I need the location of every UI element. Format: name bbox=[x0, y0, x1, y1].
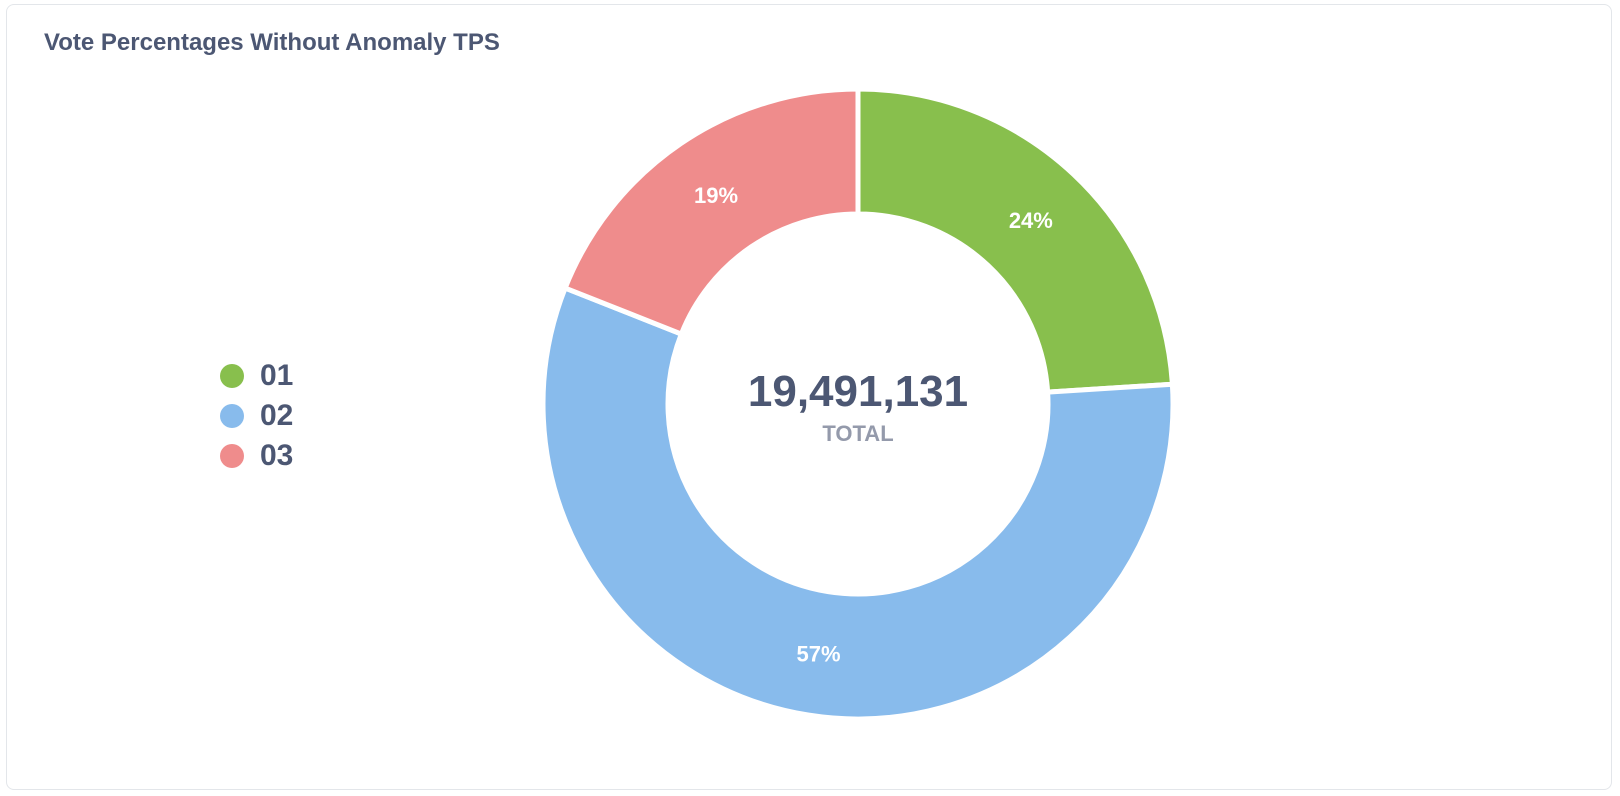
legend-dot-03 bbox=[220, 444, 244, 468]
legend-label-02: 02 bbox=[260, 399, 294, 432]
donut-chart: 24% 57% 19% 19,491,131 TOTAL bbox=[540, 86, 1176, 722]
donut-slice-03[interactable] bbox=[562, 86, 861, 337]
donut-slice-labels: 24% 57% 19% bbox=[694, 183, 1053, 666]
center-total-value: 19,491,131 bbox=[748, 367, 968, 416]
chart-card: Vote Percentages Without Anomaly TPS 01 … bbox=[6, 4, 1612, 790]
legend-item-03[interactable]: 03 bbox=[220, 436, 293, 476]
slice-percent-label-01: 24% bbox=[1009, 208, 1053, 233]
donut-slices bbox=[540, 86, 1176, 722]
chart-legend: 01 02 03 bbox=[220, 356, 293, 476]
donut-slice-02[interactable] bbox=[540, 285, 1176, 722]
slice-percent-label-03: 19% bbox=[694, 183, 738, 208]
legend-dot-02 bbox=[220, 404, 244, 428]
legend-item-02[interactable]: 02 bbox=[220, 396, 293, 436]
legend-label-03: 03 bbox=[260, 439, 294, 472]
slice-percent-label-02: 57% bbox=[796, 641, 840, 666]
legend-item-01[interactable]: 01 bbox=[220, 356, 293, 396]
legend-label-01: 01 bbox=[260, 359, 294, 392]
legend-dot-01 bbox=[220, 364, 244, 388]
chart-title[interactable]: Vote Percentages Without Anomaly TPS bbox=[44, 29, 500, 56]
donut-slice-01[interactable] bbox=[855, 86, 1175, 395]
center-total-label: TOTAL bbox=[822, 421, 893, 446]
